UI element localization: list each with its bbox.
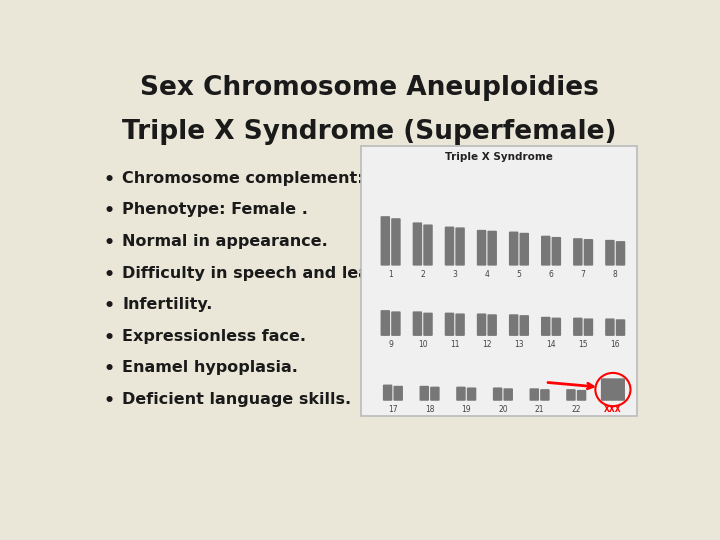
Text: 10: 10 xyxy=(418,340,428,349)
Text: 3: 3 xyxy=(452,270,457,279)
Text: •: • xyxy=(104,234,115,252)
FancyBboxPatch shape xyxy=(577,390,586,401)
FancyBboxPatch shape xyxy=(541,317,551,336)
Text: •: • xyxy=(104,171,115,189)
FancyBboxPatch shape xyxy=(391,218,400,266)
Text: 21: 21 xyxy=(535,405,544,414)
FancyBboxPatch shape xyxy=(361,146,637,416)
FancyBboxPatch shape xyxy=(616,379,625,401)
FancyBboxPatch shape xyxy=(391,312,400,336)
Text: 2: 2 xyxy=(420,270,425,279)
FancyBboxPatch shape xyxy=(520,233,529,266)
Text: Infertility.: Infertility. xyxy=(122,297,212,312)
FancyBboxPatch shape xyxy=(381,216,390,266)
Text: 19: 19 xyxy=(462,405,471,414)
FancyBboxPatch shape xyxy=(601,379,609,401)
Text: 1: 1 xyxy=(388,270,393,279)
Text: Triple X Syndrome: Triple X Syndrome xyxy=(445,152,553,162)
FancyBboxPatch shape xyxy=(423,225,433,266)
FancyBboxPatch shape xyxy=(606,240,615,266)
FancyBboxPatch shape xyxy=(430,387,440,401)
FancyBboxPatch shape xyxy=(381,310,390,336)
FancyBboxPatch shape xyxy=(477,230,486,266)
Text: 20: 20 xyxy=(498,405,508,414)
Text: 9: 9 xyxy=(388,340,393,349)
Text: 13: 13 xyxy=(514,340,523,349)
FancyBboxPatch shape xyxy=(493,388,503,401)
FancyBboxPatch shape xyxy=(552,237,561,266)
Text: 11: 11 xyxy=(450,340,459,349)
Text: 16: 16 xyxy=(611,340,620,349)
FancyBboxPatch shape xyxy=(455,227,465,266)
FancyBboxPatch shape xyxy=(455,313,465,336)
FancyBboxPatch shape xyxy=(477,313,486,336)
FancyBboxPatch shape xyxy=(616,241,625,266)
FancyBboxPatch shape xyxy=(383,384,392,401)
Text: 6: 6 xyxy=(549,270,554,279)
Text: 8: 8 xyxy=(613,270,618,279)
FancyBboxPatch shape xyxy=(529,388,539,401)
Text: 4: 4 xyxy=(485,270,490,279)
Text: Normal in appearance.: Normal in appearance. xyxy=(122,234,328,249)
Text: •: • xyxy=(104,297,115,315)
FancyBboxPatch shape xyxy=(509,232,518,266)
FancyBboxPatch shape xyxy=(540,389,549,401)
FancyBboxPatch shape xyxy=(413,312,422,336)
FancyBboxPatch shape xyxy=(393,386,403,401)
FancyBboxPatch shape xyxy=(509,314,518,336)
Text: •: • xyxy=(104,266,115,284)
FancyBboxPatch shape xyxy=(456,387,466,401)
FancyBboxPatch shape xyxy=(552,318,561,336)
FancyBboxPatch shape xyxy=(584,239,593,266)
Text: •: • xyxy=(104,392,115,410)
FancyBboxPatch shape xyxy=(606,319,615,336)
Text: Sex Chromosome Aneuploidies: Sex Chromosome Aneuploidies xyxy=(140,75,598,101)
Text: 7: 7 xyxy=(581,270,585,279)
Text: Chromosome complement: 47, XXX.: Chromosome complement: 47, XXX. xyxy=(122,171,447,186)
Text: Expressionless face.: Expressionless face. xyxy=(122,329,307,344)
Text: 5: 5 xyxy=(516,270,521,279)
Text: 18: 18 xyxy=(425,405,434,414)
FancyBboxPatch shape xyxy=(541,235,551,266)
FancyBboxPatch shape xyxy=(608,379,617,401)
Text: 14: 14 xyxy=(546,340,556,349)
FancyBboxPatch shape xyxy=(413,222,422,266)
Text: Enamel hypoplasia.: Enamel hypoplasia. xyxy=(122,360,298,375)
Text: 15: 15 xyxy=(578,340,588,349)
FancyBboxPatch shape xyxy=(503,388,513,401)
Text: 12: 12 xyxy=(482,340,492,349)
FancyBboxPatch shape xyxy=(566,389,576,401)
FancyBboxPatch shape xyxy=(487,314,497,336)
Text: •: • xyxy=(104,360,115,379)
FancyBboxPatch shape xyxy=(420,386,429,401)
FancyBboxPatch shape xyxy=(520,315,529,336)
Text: Difficulty in speech and learning: Difficulty in speech and learning xyxy=(122,266,418,281)
FancyBboxPatch shape xyxy=(467,388,477,401)
Text: 22: 22 xyxy=(572,405,581,414)
Text: •: • xyxy=(104,329,115,347)
FancyBboxPatch shape xyxy=(616,319,625,336)
FancyBboxPatch shape xyxy=(573,238,582,266)
Text: Triple X Syndrome (Superfemale): Triple X Syndrome (Superfemale) xyxy=(122,119,616,145)
Text: 17: 17 xyxy=(388,405,397,414)
Text: XXX: XXX xyxy=(604,405,622,414)
Text: Deficient language skills.: Deficient language skills. xyxy=(122,392,351,407)
FancyBboxPatch shape xyxy=(584,319,593,336)
FancyBboxPatch shape xyxy=(573,318,582,336)
FancyBboxPatch shape xyxy=(445,313,454,336)
FancyBboxPatch shape xyxy=(445,227,454,266)
FancyBboxPatch shape xyxy=(423,313,433,336)
FancyBboxPatch shape xyxy=(487,231,497,266)
Text: Phenotype: Female .: Phenotype: Female . xyxy=(122,202,308,218)
Text: •: • xyxy=(104,202,115,220)
